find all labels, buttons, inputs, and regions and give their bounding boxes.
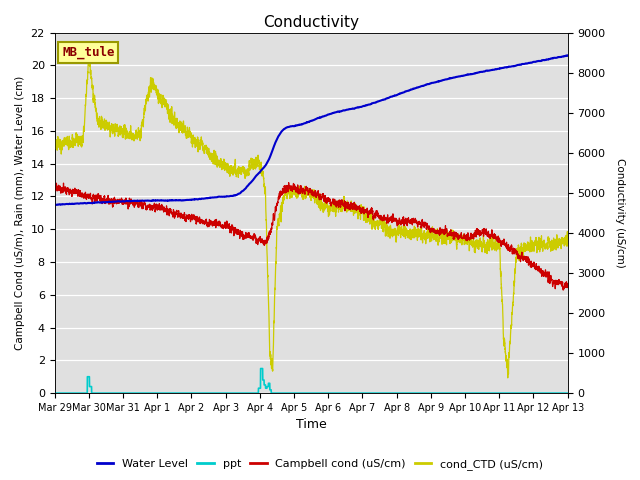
Text: MB_tule: MB_tule xyxy=(62,46,115,60)
Y-axis label: Campbell Cond (uS/m), Rain (mm), Water Level (cm): Campbell Cond (uS/m), Rain (mm), Water L… xyxy=(15,76,25,350)
Legend: Water Level, ppt, Campbell cond (uS/cm), cond_CTD (uS/cm): Water Level, ppt, Campbell cond (uS/cm),… xyxy=(92,455,548,474)
Y-axis label: Conductivity (uS/cm): Conductivity (uS/cm) xyxy=(615,158,625,268)
X-axis label: Time: Time xyxy=(296,419,326,432)
Title: Conductivity: Conductivity xyxy=(263,15,359,30)
